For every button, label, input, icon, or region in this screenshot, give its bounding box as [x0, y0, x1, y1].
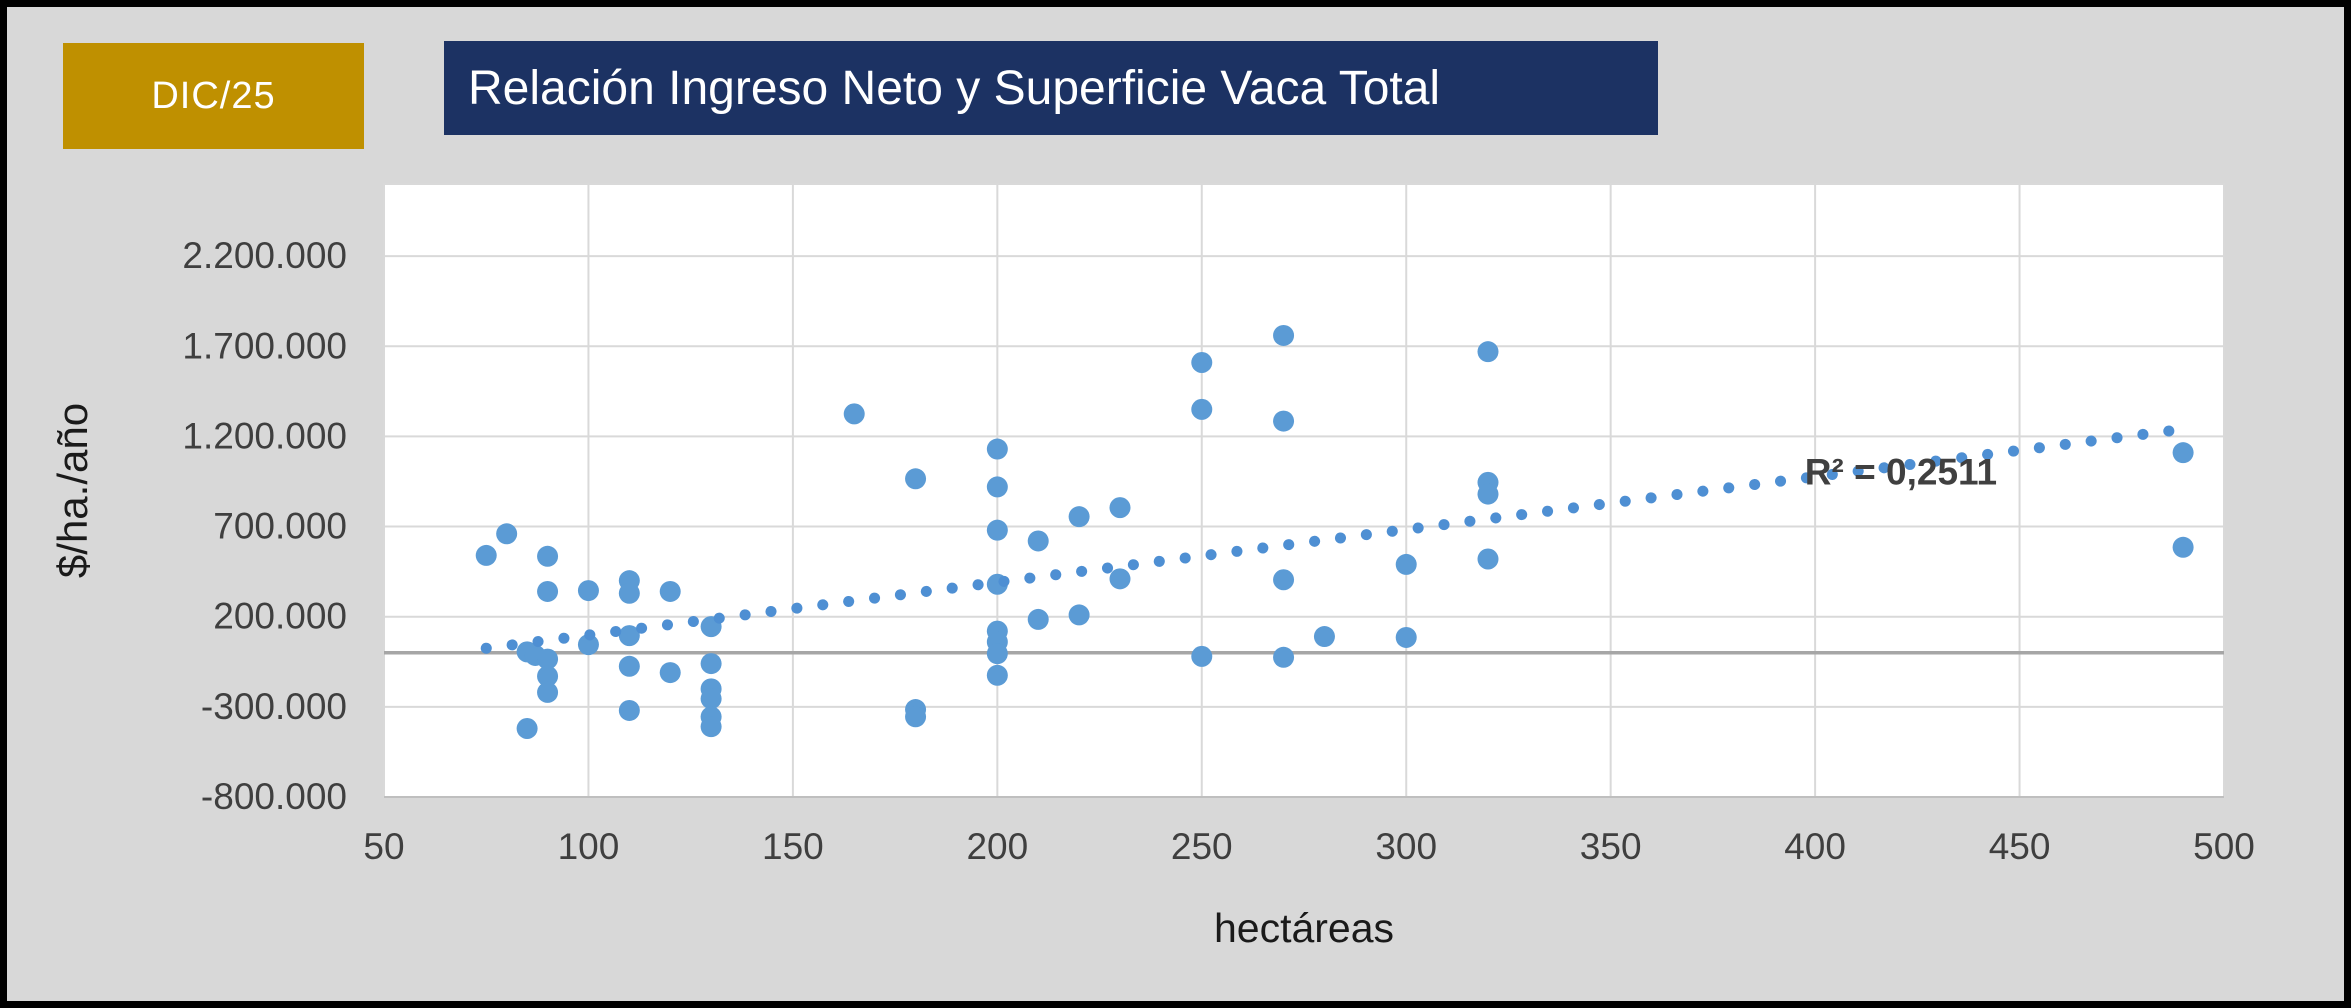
data-point: [1191, 351, 1213, 373]
y-tick-label: -300.000: [201, 686, 347, 727]
y-axis-title: $/ha./año: [49, 403, 96, 578]
data-point: [1068, 506, 1090, 528]
data-point: [2172, 442, 2194, 464]
data-point: [1273, 410, 1295, 432]
scatter-chart: R² = 0,2511 2.200.000 1.700.000 1.200.000 70…: [49, 183, 2255, 951]
data-point: [577, 634, 599, 656]
data-point: [1027, 608, 1049, 630]
x-tick-label: 450: [1989, 826, 2051, 867]
data-point: [537, 545, 559, 567]
y-tick-label: -800.000: [201, 776, 347, 817]
x-axis-title: hectáreas: [1214, 905, 1394, 951]
data-point: [1191, 398, 1213, 420]
scatter-chart-container: R² = 0,2511 2.200.000 1.700.000 1.200.000 70…: [7, 7, 2344, 1001]
data-point: [537, 648, 559, 670]
data-point: [1109, 497, 1131, 519]
data-point: [475, 544, 497, 566]
y-tick-label: 200.000: [213, 596, 347, 637]
chart-title: Relación Ingreso Neto y Superficie Vaca …: [468, 61, 1441, 115]
data-point: [986, 643, 1008, 665]
x-tick-label: 500: [2193, 826, 2255, 867]
data-point: [537, 665, 559, 687]
data-point: [986, 519, 1008, 541]
data-point: [537, 681, 559, 703]
data-point: [2172, 536, 2194, 558]
data-point: [1477, 483, 1499, 505]
data-point: [700, 716, 722, 738]
chart-title-bar: Relación Ingreso Neto y Superficie Vaca …: [444, 41, 1658, 135]
data-point: [618, 625, 640, 647]
data-point: [618, 582, 640, 604]
x-tick-label: 50: [363, 826, 404, 867]
data-point: [986, 476, 1008, 498]
x-tick-label: 100: [558, 826, 620, 867]
data-point: [1395, 553, 1417, 575]
x-tick-label: 200: [966, 826, 1028, 867]
x-tick-label: 350: [1580, 826, 1642, 867]
y-tick-label: 2.200.000: [182, 235, 347, 276]
data-point: [1191, 645, 1213, 667]
data-point: [1313, 626, 1335, 648]
data-point: [700, 688, 722, 710]
data-point: [986, 664, 1008, 686]
data-point: [1273, 569, 1295, 591]
y-tick-label: 1.200.000: [182, 415, 347, 456]
data-point: [843, 403, 865, 425]
data-point: [1395, 626, 1417, 648]
x-tick-label: 300: [1375, 826, 1437, 867]
trendline: [480, 423, 2189, 654]
data-point: [1273, 324, 1295, 346]
data-point: [700, 653, 722, 675]
data-point: [516, 717, 538, 739]
data-point: [905, 468, 927, 490]
data-point: [659, 662, 681, 684]
data-point: [1109, 568, 1131, 590]
data-point: [618, 699, 640, 721]
data-point: [905, 706, 927, 728]
data-point: [496, 523, 518, 545]
data-point: [577, 580, 599, 602]
x-tick-label: 250: [1171, 826, 1233, 867]
y-tick-label: 1.700.000: [182, 325, 347, 366]
data-point: [659, 580, 681, 602]
y-tick-label: 700.000: [213, 506, 347, 547]
data-point: [618, 655, 640, 677]
x-tick-label: 150: [762, 826, 824, 867]
data-point: [1068, 604, 1090, 626]
data-point: [1273, 646, 1295, 668]
r-squared-label: R² = 0,2511: [1805, 451, 1997, 492]
date-badge: DIC/25: [63, 43, 364, 149]
data-point: [537, 580, 559, 602]
data-point: [1027, 530, 1049, 552]
plot-area: [383, 183, 2225, 798]
data-point: [986, 438, 1008, 460]
data-points: [475, 324, 2194, 739]
x-tick-label: 400: [1784, 826, 1846, 867]
data-point: [1477, 341, 1499, 363]
data-point: [1477, 548, 1499, 570]
